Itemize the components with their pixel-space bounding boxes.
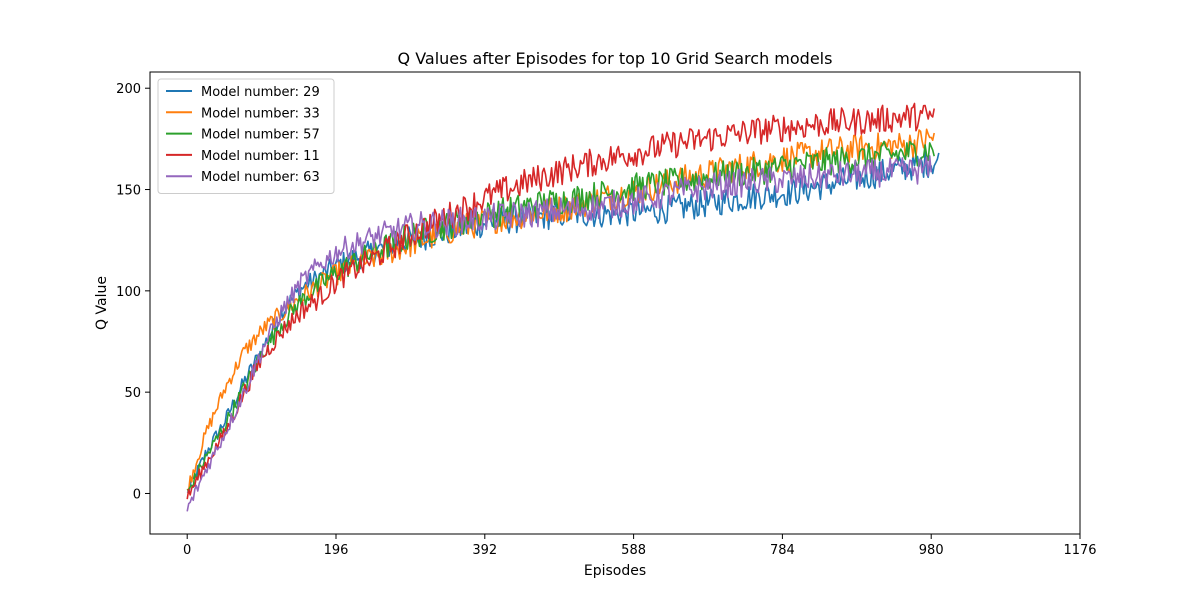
- legend-label: Model number: 29: [201, 85, 320, 100]
- legend-label: Model number: 11: [201, 149, 320, 164]
- legend-label: Model number: 57: [201, 128, 320, 143]
- x-tick-label: 0: [183, 543, 191, 558]
- series-group: [186, 102, 940, 512]
- x-tick-label: 1176: [1063, 543, 1096, 558]
- series-line-1: [186, 128, 935, 492]
- y-tick-label: 50: [124, 386, 141, 401]
- x-axis-label: Episodes: [584, 563, 646, 579]
- y-tick-label: 200: [116, 82, 141, 97]
- legend-label: Model number: 63: [201, 170, 320, 185]
- y-tick-label: 150: [116, 184, 141, 199]
- series-line-4: [186, 155, 932, 512]
- chart-title: Q Values after Episodes for top 10 Grid …: [398, 49, 833, 68]
- x-tick-label: 980: [919, 543, 944, 558]
- x-tick-label: 588: [621, 543, 646, 558]
- series-line-3: [186, 102, 935, 500]
- legend-label: Model number: 33: [201, 106, 320, 121]
- legend: Model number: 29 Model number: 33 Model nu…: [157, 78, 335, 194]
- y-tick-label: 100: [116, 285, 141, 300]
- plot-frame: [149, 71, 1081, 535]
- x-tick-label: 784: [770, 543, 795, 558]
- x-tick-label: 196: [324, 543, 349, 558]
- y-axis-label: Q Value: [94, 276, 110, 330]
- legend-box: [157, 78, 335, 194]
- y-tick-label: 0: [133, 487, 141, 502]
- x-tick-label: 392: [472, 543, 497, 558]
